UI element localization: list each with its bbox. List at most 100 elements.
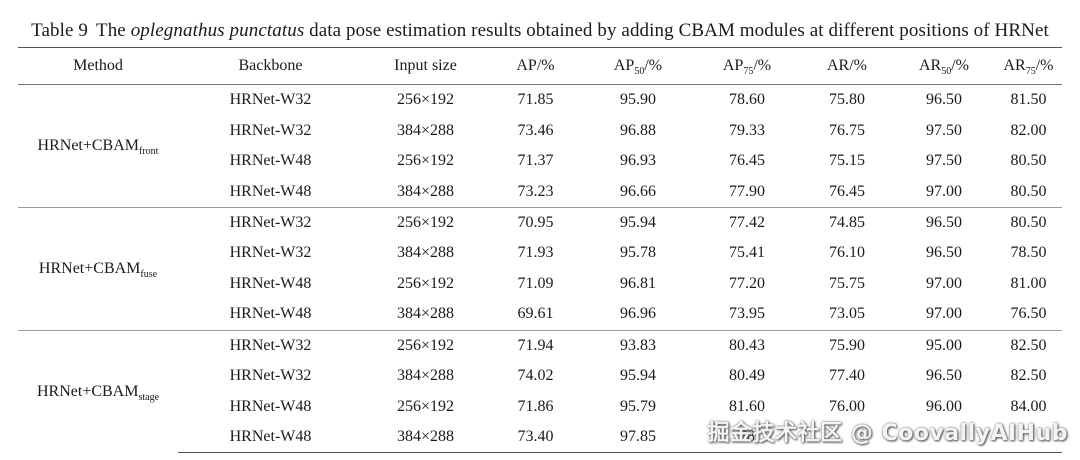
column-header-text: Method (73, 57, 123, 74)
metric-cell: 76.75 (829, 121, 865, 139)
metric-cell: 71.86 (517, 397, 554, 415)
column-header: Backbone (178, 47, 363, 85)
metric-cell: 71.09 (517, 274, 554, 292)
method-cell: HRNet+CBAMstage (18, 329, 178, 453)
metric-cell: 78 (693, 422, 801, 454)
metric-cell: 96.50 (893, 206, 995, 238)
column-header: AR75/% (995, 47, 1062, 85)
column-header-subscript: 50 (941, 66, 952, 77)
backbone-cell: HRNet-W48 (229, 305, 312, 323)
metric-cell: 77.20 (729, 274, 765, 292)
table-row: HRNet+CBAMfuse HRNet-W32 256×192 70.95 95.94… (18, 206, 1062, 330)
metric-cell: 97.00 (926, 182, 962, 200)
column-header-text: AR (918, 57, 942, 74)
metric-cell (995, 422, 1062, 454)
metric-cell: 82.50 (995, 329, 1062, 361)
metric-cell: 78.50 (1010, 244, 1047, 262)
metric-cell: 73.40 (488, 422, 583, 454)
column-header-text: AP (613, 57, 635, 74)
metric-cell: 69.61 (517, 305, 554, 323)
column-header: AP75/% (693, 47, 801, 85)
table-row: HRNet-W48 384×288 73.40 97.85 78 (18, 422, 1062, 454)
column-header-subscript: 75 (1025, 66, 1036, 77)
column-header-unit: /% (753, 57, 772, 74)
input-size-cell: 256×192 (363, 206, 488, 238)
column-header-subscript: 50 (634, 66, 645, 77)
input-size-cell: 256×192 (396, 397, 455, 415)
header-row: Method Backbone Input size AP/% AP50/% AP75/%… (18, 47, 1062, 85)
metric-cell: 96.88 (620, 121, 656, 139)
input-size-cell: 256×192 (363, 84, 488, 116)
metric-cell (801, 422, 893, 454)
metric-cell: 96.50 (926, 367, 962, 385)
backbone-cell: HRNet-W32 (178, 329, 363, 361)
metric-cell: 97.85 (583, 422, 693, 454)
metric-cell: 95.94 (583, 206, 693, 238)
metric-cell: 77.40 (829, 367, 865, 385)
backbone-cell: HRNet-W48 (229, 152, 312, 170)
metric-cell: 96.93 (620, 152, 656, 170)
column-header-text: AR/% (827, 57, 867, 74)
input-size-cell: 384×288 (396, 182, 455, 200)
table-row: HRNet-W32 384×288 71.93 95.78 75.41 76.10 96.5… (18, 238, 1062, 269)
method-group: HRNet+CBAMfront HRNet-W32 256×192 71.85 95.9… (18, 84, 1062, 208)
metric-cell (893, 422, 995, 454)
results-table: Method Backbone Input size AP/% AP50/% AP75/%… (18, 47, 1062, 454)
caption-text-start: The (95, 20, 131, 41)
metric-cell: 81.60 (729, 397, 765, 415)
method-cell: HRNet+CBAMfront (18, 84, 178, 208)
metric-cell: 75.80 (801, 84, 893, 116)
metric-cell: 80.50 (1010, 182, 1047, 200)
metric-cell: 75.41 (729, 244, 765, 262)
metric-cell: 76.10 (829, 244, 865, 262)
table-row: HRNet+CBAMstage HRNet-W32 256×192 71.94 93.8… (18, 329, 1062, 453)
method-name: HRNet+CBAM (37, 136, 140, 154)
method-subscript: stage (138, 391, 160, 403)
metric-cell: 71.85 (488, 84, 583, 116)
metric-cell: 74.85 (801, 206, 893, 238)
method-group: HRNet+CBAMstage HRNet-W32 256×192 71.94 93.8… (18, 329, 1062, 454)
column-header-unit: /% (951, 57, 969, 74)
metric-cell: 95.79 (620, 397, 656, 415)
column-header-text: AP (722, 57, 744, 74)
metric-cell: 76.45 (729, 152, 765, 170)
column-header-unit: /% (1035, 57, 1054, 74)
column-header-text: AP/% (516, 57, 555, 74)
method-group: HRNet+CBAMfuse HRNet-W32 256×192 70.95 95.94… (18, 206, 1062, 330)
metric-cell: 71.94 (488, 329, 583, 361)
backbone-cell: HRNet-W48 (178, 422, 363, 454)
metric-cell: 96.50 (893, 84, 995, 116)
metric-cell: 79.33 (729, 121, 765, 139)
metric-cell: 95.94 (620, 367, 656, 385)
backbone-cell: HRNet-W32 (178, 84, 363, 116)
metric-cell: 93.83 (583, 329, 693, 361)
column-header-text: Input size (394, 57, 457, 74)
metric-cell: 76.00 (829, 397, 865, 415)
metric-cell: 76.45 (829, 182, 865, 200)
column-header: AR/% (801, 47, 893, 85)
metric-cell: 96.00 (926, 397, 962, 415)
metric-cell: 97.00 (926, 274, 962, 292)
column-header: AP50/% (583, 47, 693, 85)
metric-cell: 96.50 (926, 244, 962, 262)
metric-cell: 75.90 (801, 329, 893, 361)
metric-cell: 73.23 (517, 182, 554, 200)
method-name: HRNet+CBAM (36, 382, 139, 400)
metric-cell: 81.50 (995, 84, 1062, 116)
watermark: 掘金技术社区 @ CoovallyAIHub (707, 421, 1068, 446)
table-label: Table 9 (31, 20, 88, 41)
metric-cell: 74.02 (517, 367, 554, 385)
metric-cell: 75.15 (829, 152, 865, 170)
input-size-cell: 384×288 (396, 367, 455, 385)
column-header: AR50/% (893, 47, 995, 85)
metric-cell: 80.50 (1010, 152, 1047, 170)
input-size-cell: 256×192 (396, 152, 455, 170)
table-row: HRNet-W48 384×288 69.61 96.96 73.95 73.05 97.0… (18, 299, 1062, 330)
metric-cell: 77.42 (693, 206, 801, 238)
metric-cell: 80.43 (693, 329, 801, 361)
metric-cell: 81.00 (1010, 274, 1047, 292)
metric-cell: 77.90 (729, 182, 765, 200)
column-header: Input size (363, 47, 488, 85)
input-size-cell: 384×288 (396, 305, 455, 323)
table-row: HRNet+CBAMfront HRNet-W32 256×192 71.85 95.9… (18, 84, 1062, 208)
